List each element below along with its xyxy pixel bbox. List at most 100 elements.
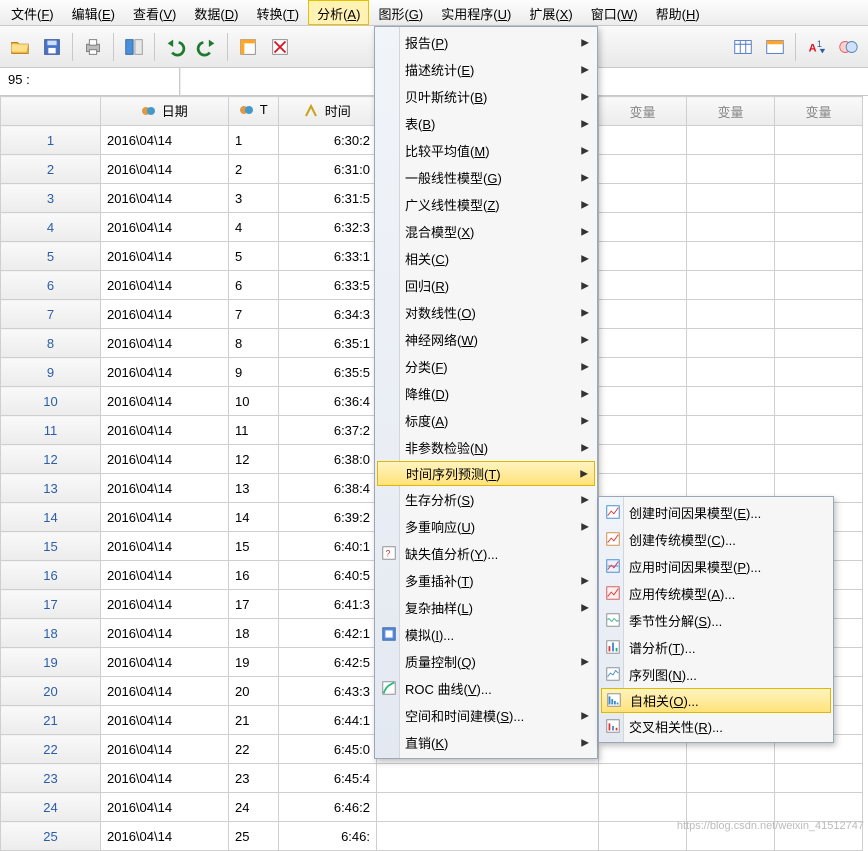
save-button[interactable] bbox=[38, 33, 66, 61]
cell-empty[interactable] bbox=[687, 213, 775, 242]
submenu-item[interactable]: 应用传统模型(A)... bbox=[601, 580, 831, 607]
cell-empty[interactable] bbox=[687, 155, 775, 184]
cell-date[interactable]: 2016\04\14 bbox=[101, 329, 229, 358]
col-header-var3[interactable]: 变量 bbox=[775, 97, 863, 126]
cell-date[interactable]: 2016\04\14 bbox=[101, 300, 229, 329]
row-header[interactable]: 3 bbox=[1, 184, 101, 213]
menu-item[interactable]: 回归(R)▶ bbox=[377, 272, 595, 299]
menu-w[interactable]: 窗口(W) bbox=[582, 0, 647, 25]
cell-t[interactable]: 8 bbox=[229, 329, 279, 358]
cell-time[interactable]: 6:34:3 bbox=[279, 300, 377, 329]
col-header-var1[interactable]: 变量 bbox=[599, 97, 687, 126]
menu-item[interactable]: 相关(C)▶ bbox=[377, 245, 595, 272]
cell-time[interactable]: 6:37:2 bbox=[279, 416, 377, 445]
cell-empty[interactable] bbox=[687, 242, 775, 271]
cell-t[interactable]: 21 bbox=[229, 706, 279, 735]
menu-item[interactable]: 标度(A)▶ bbox=[377, 407, 595, 434]
cell-time[interactable]: 6:35:1 bbox=[279, 329, 377, 358]
cell-t[interactable]: 10 bbox=[229, 387, 279, 416]
cell-empty[interactable] bbox=[687, 445, 775, 474]
col-header-var2[interactable]: 变量 bbox=[687, 97, 775, 126]
row-header[interactable]: 1 bbox=[1, 126, 101, 155]
cell-t[interactable]: 4 bbox=[229, 213, 279, 242]
cell-date[interactable]: 2016\04\14 bbox=[101, 735, 229, 764]
cell-empty[interactable] bbox=[775, 271, 863, 300]
cell-t[interactable]: 3 bbox=[229, 184, 279, 213]
print-button[interactable] bbox=[79, 33, 107, 61]
cell-empty[interactable] bbox=[599, 358, 687, 387]
menu-item[interactable]: 生存分析(S)▶ bbox=[377, 486, 595, 513]
cell-time[interactable]: 6:31:5 bbox=[279, 184, 377, 213]
cell-date[interactable]: 2016\04\14 bbox=[101, 561, 229, 590]
weight-cases-button[interactable] bbox=[834, 33, 862, 61]
cell-t[interactable]: 1 bbox=[229, 126, 279, 155]
cell-date[interactable]: 2016\04\14 bbox=[101, 416, 229, 445]
variables-button[interactable] bbox=[729, 33, 757, 61]
cell-empty[interactable] bbox=[775, 793, 863, 822]
row-header[interactable]: 21 bbox=[1, 706, 101, 735]
cell-empty[interactable] bbox=[687, 184, 775, 213]
menu-item[interactable]: 表(B)▶ bbox=[377, 110, 595, 137]
cell-empty[interactable] bbox=[599, 213, 687, 242]
cell-time[interactable]: 6:41:3 bbox=[279, 590, 377, 619]
cell-date[interactable]: 2016\04\14 bbox=[101, 474, 229, 503]
cell-time[interactable]: 6:40:1 bbox=[279, 532, 377, 561]
menu-item[interactable]: 描述统计(E)▶ bbox=[377, 56, 595, 83]
cell-empty[interactable] bbox=[599, 329, 687, 358]
cell-date[interactable]: 2016\04\14 bbox=[101, 677, 229, 706]
menu-item[interactable]: 时间序列预测(T)▶ bbox=[377, 461, 595, 486]
cell-date[interactable]: 2016\04\14 bbox=[101, 126, 229, 155]
submenu-item[interactable]: 谱分析(T)... bbox=[601, 634, 831, 661]
cell-empty[interactable] bbox=[775, 764, 863, 793]
cell-t[interactable]: 13 bbox=[229, 474, 279, 503]
cell-date[interactable]: 2016\04\14 bbox=[101, 532, 229, 561]
col-header-date[interactable]: 日期 bbox=[101, 97, 229, 126]
cell-t[interactable]: 20 bbox=[229, 677, 279, 706]
row-header[interactable]: 10 bbox=[1, 387, 101, 416]
cell-empty[interactable] bbox=[775, 300, 863, 329]
row-header[interactable]: 23 bbox=[1, 764, 101, 793]
cell-time[interactable]: 6:42:5 bbox=[279, 648, 377, 677]
cell-date[interactable]: 2016\04\14 bbox=[101, 184, 229, 213]
row-header[interactable]: 11 bbox=[1, 416, 101, 445]
undo-button[interactable] bbox=[161, 33, 189, 61]
cell-empty[interactable] bbox=[599, 242, 687, 271]
cell-empty[interactable] bbox=[687, 126, 775, 155]
cell-time[interactable]: 6:43:3 bbox=[279, 677, 377, 706]
cell-empty[interactable] bbox=[599, 387, 687, 416]
menu-item[interactable]: 报告(P)▶ bbox=[377, 29, 595, 56]
menu-h[interactable]: 帮助(H) bbox=[647, 0, 709, 25]
cell-time[interactable]: 6:38:0 bbox=[279, 445, 377, 474]
cell-reference[interactable]: 95 : bbox=[0, 68, 180, 95]
row-header[interactable]: 15 bbox=[1, 532, 101, 561]
submenu-item[interactable]: 创建传统模型(C)... bbox=[601, 526, 831, 553]
cell-t[interactable]: 25 bbox=[229, 822, 279, 851]
row-header[interactable]: 4 bbox=[1, 213, 101, 242]
cell-date[interactable]: 2016\04\14 bbox=[101, 648, 229, 677]
datasplit-button[interactable] bbox=[120, 33, 148, 61]
corner-cell[interactable] bbox=[1, 97, 101, 126]
cell-time[interactable]: 6:44:1 bbox=[279, 706, 377, 735]
cell-empty[interactable] bbox=[687, 416, 775, 445]
cell-empty[interactable] bbox=[377, 793, 599, 822]
cell-empty[interactable] bbox=[377, 822, 599, 851]
cell-empty[interactable] bbox=[599, 155, 687, 184]
row-header[interactable]: 9 bbox=[1, 358, 101, 387]
cell-empty[interactable] bbox=[687, 387, 775, 416]
row-header[interactable]: 22 bbox=[1, 735, 101, 764]
menu-t[interactable]: 转换(T) bbox=[247, 0, 308, 25]
row-header[interactable]: 16 bbox=[1, 561, 101, 590]
cell-empty[interactable] bbox=[687, 358, 775, 387]
cell-date[interactable]: 2016\04\14 bbox=[101, 706, 229, 735]
redo-button[interactable] bbox=[193, 33, 221, 61]
cell-time[interactable]: 6:30:2 bbox=[279, 126, 377, 155]
row-header[interactable]: 2 bbox=[1, 155, 101, 184]
menu-item[interactable]: 广义线性模型(Z)▶ bbox=[377, 191, 595, 218]
cell-empty[interactable] bbox=[377, 764, 599, 793]
cell-empty[interactable] bbox=[599, 126, 687, 155]
row-header[interactable]: 14 bbox=[1, 503, 101, 532]
cell-time[interactable]: 6:40:5 bbox=[279, 561, 377, 590]
cell-empty[interactable] bbox=[599, 271, 687, 300]
cell-time[interactable]: 6:45:4 bbox=[279, 764, 377, 793]
cell-t[interactable]: 6 bbox=[229, 271, 279, 300]
